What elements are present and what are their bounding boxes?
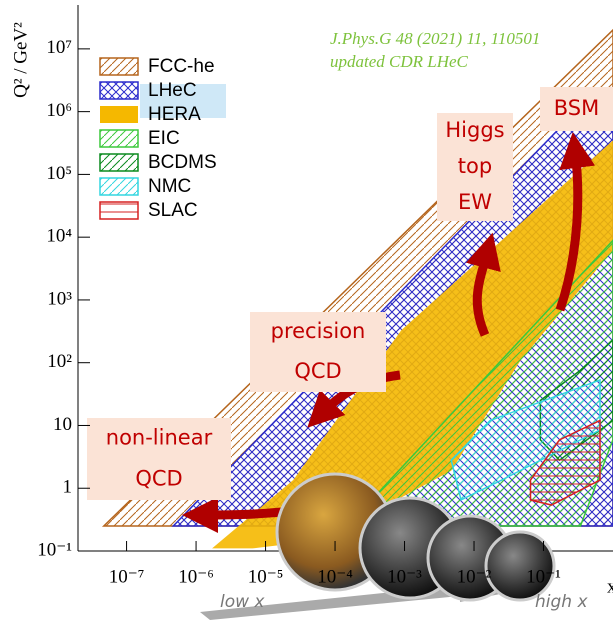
y-tick-label: 10⁶	[46, 100, 72, 121]
legend-label: HERA	[148, 104, 201, 125]
y-tick-label: 10⁵	[46, 163, 72, 184]
y-tick-label: 10⁻¹	[37, 539, 72, 560]
y-tick-label: 10⁷	[46, 37, 72, 58]
legend-label: BCDMS	[148, 152, 217, 173]
x-tick-label: 10⁻²	[457, 566, 492, 587]
annotation-text: non-linear	[106, 426, 213, 450]
x-tick-label: 10⁻⁷	[109, 566, 145, 587]
y-tick-label: 10	[53, 414, 72, 435]
annotation-text: Higgs	[445, 118, 504, 142]
legend-swatch	[100, 106, 138, 123]
legend-swatch	[100, 202, 138, 219]
annotation-text: top	[458, 154, 492, 178]
legend-label: NMC	[148, 176, 191, 197]
legend-swatch	[100, 130, 138, 147]
legend-swatch	[100, 58, 138, 75]
legend-label: EIC	[148, 128, 180, 149]
x-tick-label: 10⁻⁶	[178, 566, 214, 587]
y-tick-label: 10³	[47, 288, 72, 309]
x-tick-label: 10⁻⁴	[317, 566, 353, 587]
subtitle: updated CDR LHeC	[330, 52, 469, 71]
y-tick-label: 10⁴	[46, 226, 72, 247]
subtitle: J.Phys.G 48 (2021) 11, 110501	[330, 29, 540, 48]
x-tick-label: 10⁻³	[387, 566, 422, 587]
annotation-text: precision	[271, 319, 366, 343]
annotation-text: QCD	[294, 359, 341, 383]
legend-swatch	[100, 178, 138, 195]
x-tick-label: 10⁻¹	[526, 566, 561, 587]
annotation-text: BSM	[554, 96, 600, 120]
y-axis-label: Q² / GeV²	[10, 22, 31, 98]
legend-label: LHeC	[148, 80, 197, 101]
x-axis-label: x	[607, 576, 613, 597]
legend-label: SLAC	[148, 200, 198, 221]
high-x-label: high x	[535, 592, 588, 612]
low-x-label: low x	[220, 592, 265, 612]
annotation-text: QCD	[135, 467, 182, 491]
y-tick-label: 10²	[47, 351, 72, 372]
legend-swatch	[100, 154, 138, 171]
x-tick-label: 10⁻⁵	[248, 566, 284, 587]
annotation-text: EW	[458, 190, 492, 214]
legend-swatch	[100, 82, 138, 99]
legend-label: FCC-he	[148, 56, 215, 77]
chart: Q² / GeV² x J.Phys.G 48 (2021) 11, 11050…	[0, 0, 613, 626]
y-tick-label: 1	[63, 477, 73, 498]
